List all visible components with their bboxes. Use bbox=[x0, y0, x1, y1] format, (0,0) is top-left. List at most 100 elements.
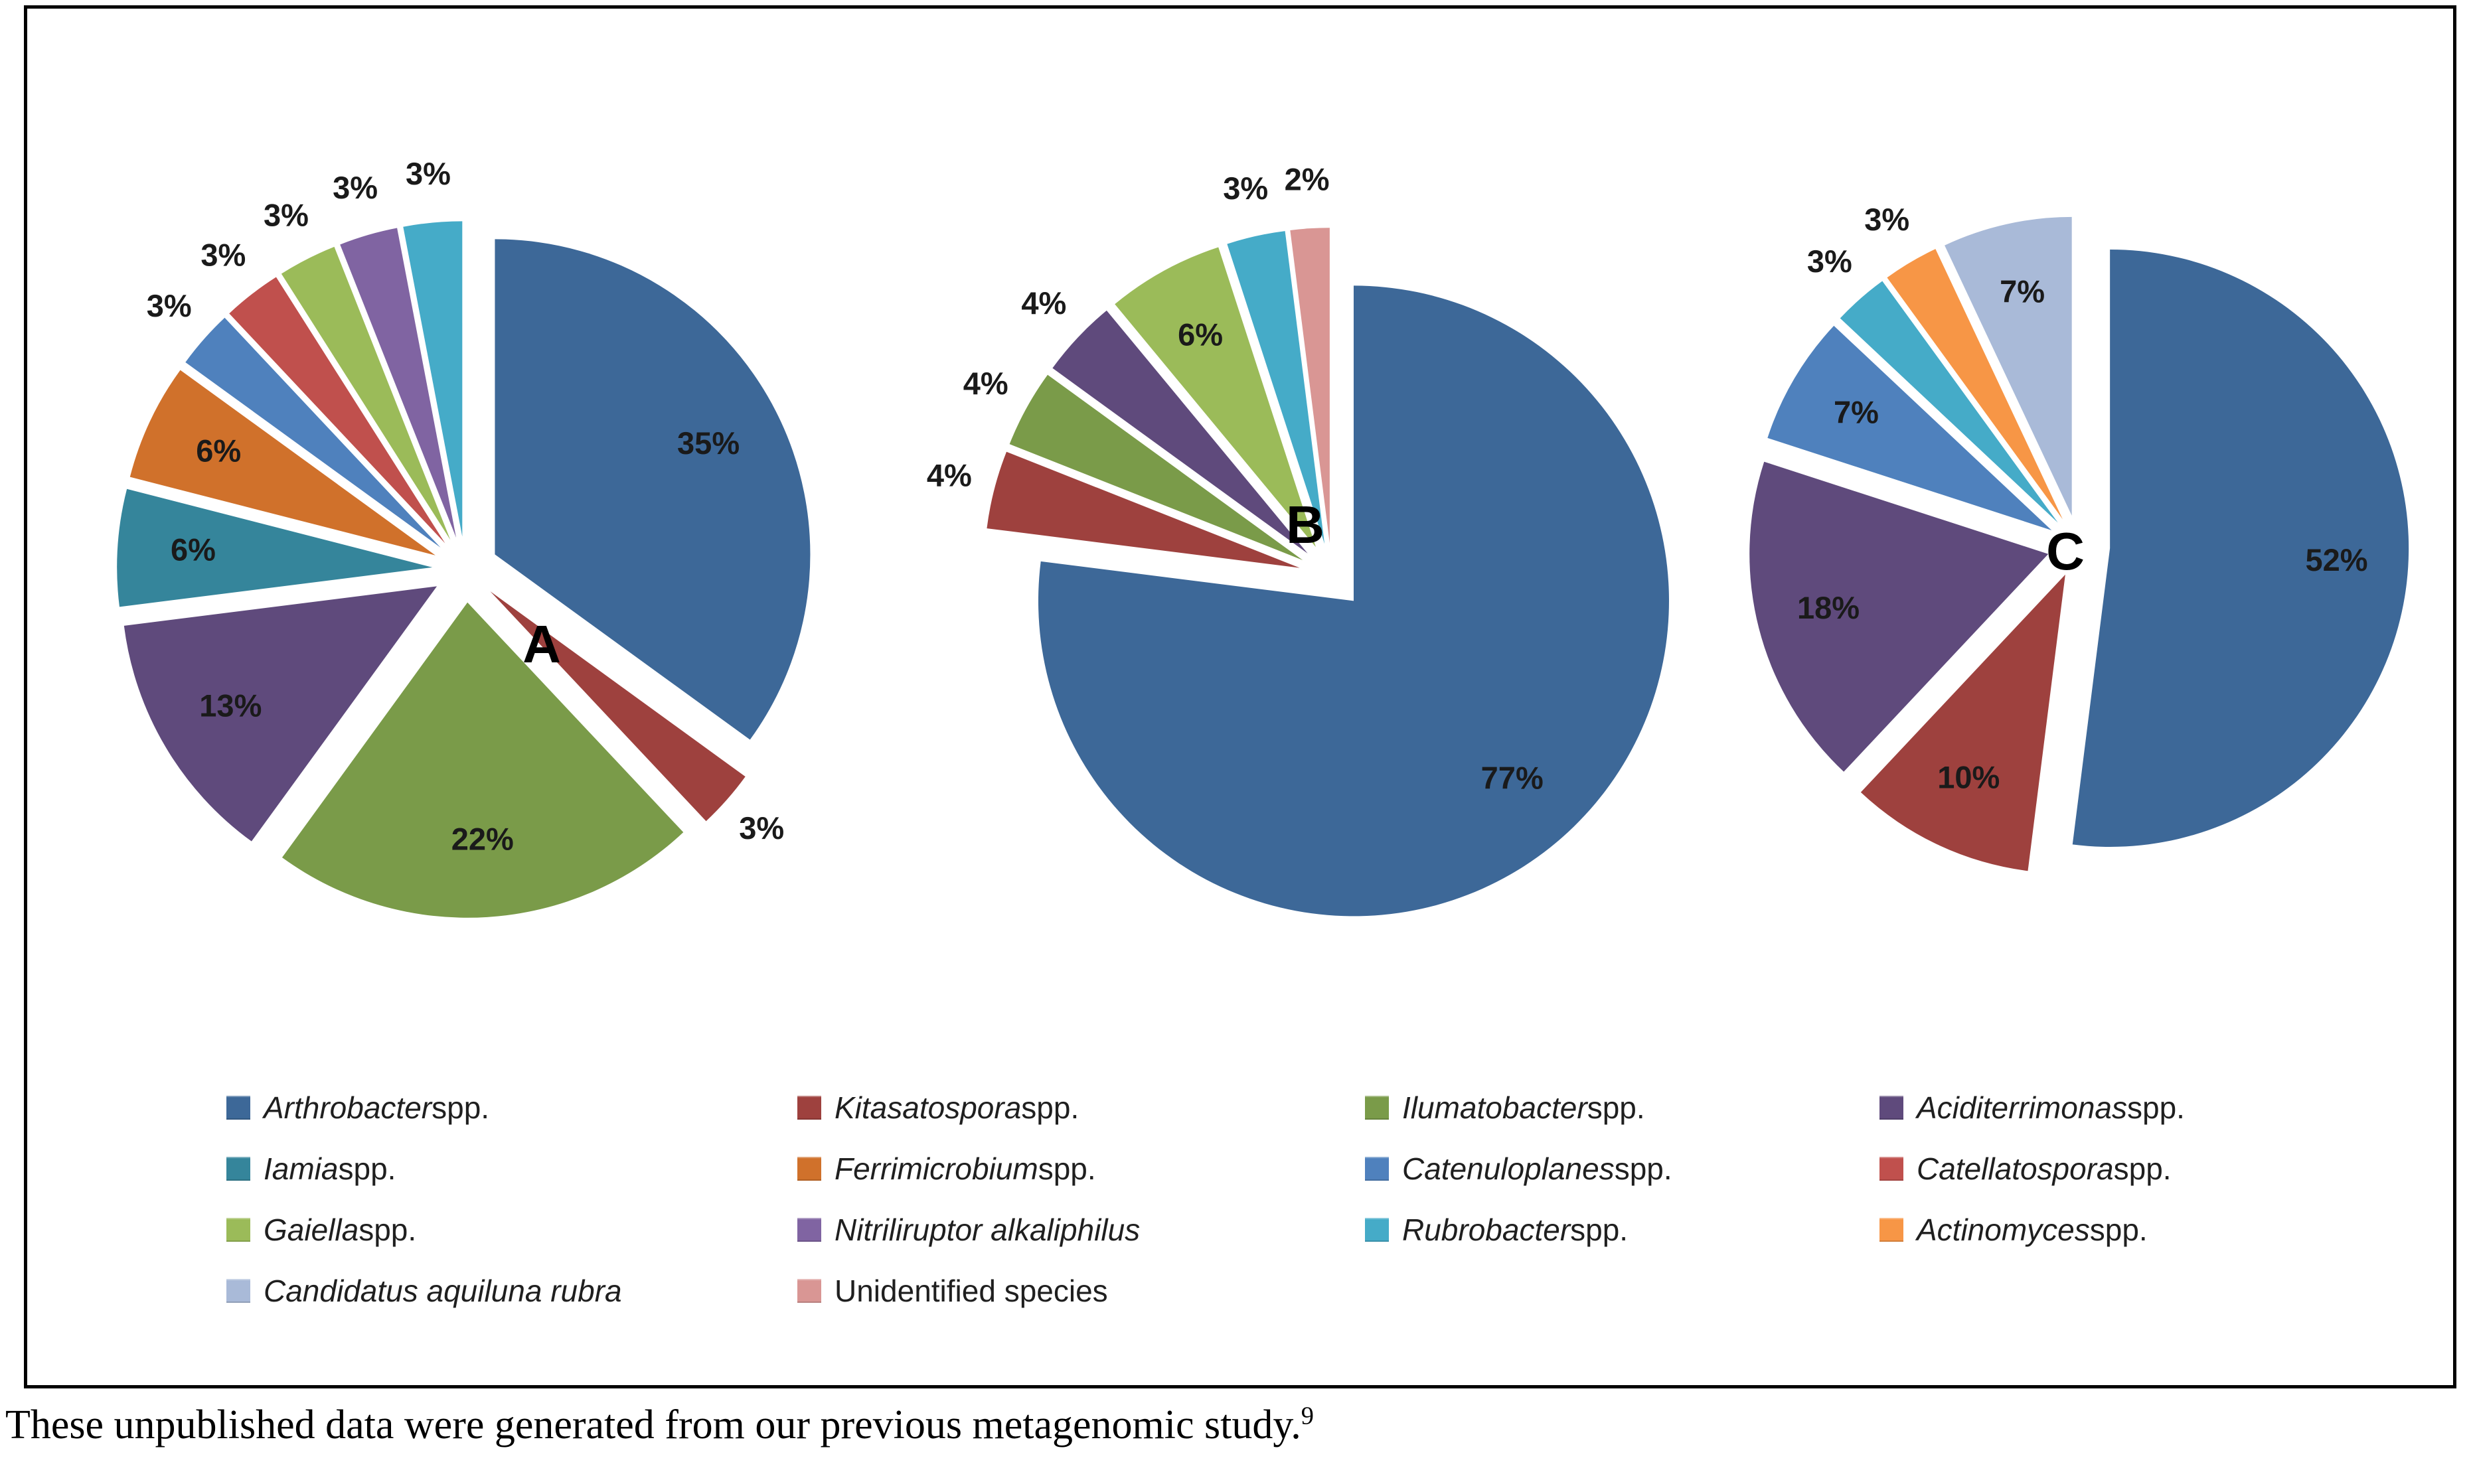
pie-B-slice bbox=[1115, 247, 1316, 548]
pie-B-data-label: 4% bbox=[1021, 285, 1066, 321]
pie-title-C: C bbox=[2046, 522, 2085, 581]
legend-label-rest: spp. bbox=[1587, 1090, 1645, 1125]
legend-label-italic: Ilumatobacter bbox=[1402, 1090, 1587, 1125]
legend-label-rest: Unidentified species bbox=[835, 1274, 1108, 1308]
legend-label-rest: spp. bbox=[359, 1213, 417, 1247]
pie-A-slice bbox=[490, 591, 746, 822]
pie-A-slice bbox=[117, 488, 433, 607]
pie-A-slice bbox=[281, 246, 451, 540]
pie-B-slice bbox=[1227, 231, 1325, 544]
pie-C-data-label: 18% bbox=[1797, 590, 1860, 625]
pie-A-data-label: 3% bbox=[739, 810, 784, 846]
legend-swatch bbox=[226, 1218, 250, 1242]
legend-label-rest: spp. bbox=[1570, 1213, 1629, 1247]
pie-C-slice bbox=[2072, 249, 2409, 847]
legend-swatch bbox=[226, 1096, 250, 1120]
pie-B-data-label: 4% bbox=[927, 457, 972, 492]
pie-A-data-label: 13% bbox=[199, 688, 262, 723]
pie-title-A: A bbox=[522, 615, 561, 674]
legend-label-italic: Nitriliruptor alkaliphilus bbox=[835, 1213, 1141, 1247]
pie-title-B: B bbox=[1286, 495, 1324, 554]
legend-item: Gaiella spp. bbox=[226, 1212, 797, 1248]
legend-swatch bbox=[797, 1218, 821, 1242]
legend-item: Nitriliruptor alkaliphilus bbox=[797, 1212, 1365, 1248]
legend-item: Arthrobacter spp. bbox=[226, 1090, 797, 1126]
pie-C-data-label: 7% bbox=[2000, 274, 2045, 309]
pie-B-slice bbox=[1290, 228, 1330, 544]
legend-label-rest: spp. bbox=[1021, 1090, 1079, 1125]
pie-C-data-label: 3% bbox=[1807, 244, 1852, 279]
legend-label-rest: spp. bbox=[2089, 1213, 2148, 1247]
legend-swatch bbox=[1365, 1218, 1389, 1242]
legend-swatch bbox=[226, 1279, 250, 1303]
legend-label-rest: spp. bbox=[1614, 1151, 1672, 1186]
pie-C-data-label: 3% bbox=[1864, 202, 1909, 237]
legend-swatch bbox=[1365, 1157, 1389, 1181]
legend-swatch bbox=[1365, 1096, 1389, 1120]
legend-swatch bbox=[1879, 1218, 1903, 1242]
pie-A-slice bbox=[340, 228, 457, 538]
pie-C-slice bbox=[1767, 325, 2052, 530]
legend-label-italic: Gaiella bbox=[264, 1213, 359, 1247]
legend-item: Aciditerrimonas spp. bbox=[1879, 1090, 2453, 1126]
legend-item: Catenuloplanes spp. bbox=[1365, 1151, 1879, 1187]
pie-C-data-label: 52% bbox=[2305, 542, 2367, 577]
pie-C-data-label: 10% bbox=[1937, 760, 2000, 795]
legend-label-rest: spp. bbox=[1038, 1151, 1096, 1186]
pie-A-data-label: 3% bbox=[406, 156, 451, 191]
legend-label-italic: Arthrobacter bbox=[264, 1090, 432, 1125]
legend-swatch bbox=[797, 1096, 821, 1120]
legend-label-italic: Aciditerrimonas bbox=[1917, 1090, 2127, 1125]
pie-charts-canvas: 35%3%22%13%6%6%3%3%3%3% 3%A77%4%4%4%6%3% 2… bbox=[117, 156, 2409, 918]
legend-swatch bbox=[797, 1279, 821, 1303]
pie-B-slice bbox=[1052, 310, 1308, 554]
pie-C-slice bbox=[1945, 216, 2072, 516]
legend-label-italic: Ferrimicrobium bbox=[835, 1151, 1038, 1186]
pie-B-data-label: 4% bbox=[963, 366, 1008, 401]
pie-A-data-label: 3% bbox=[333, 170, 378, 205]
legend-item: Catellatospora spp. bbox=[1879, 1151, 2453, 1187]
pie-C-slice bbox=[1840, 281, 2058, 523]
legend-item: Iamia spp. bbox=[226, 1151, 797, 1187]
legend-label-italic: Actinomyces bbox=[1917, 1213, 2090, 1247]
pie-A-slice bbox=[403, 221, 463, 537]
pie-A-data-label: 35% bbox=[677, 425, 740, 461]
pie-B-slice bbox=[987, 451, 1300, 568]
legend-swatch bbox=[1879, 1157, 1903, 1181]
legend-label-italic: Iamia bbox=[264, 1151, 339, 1186]
pie-A-slice bbox=[495, 239, 811, 740]
pie-A-data-label: 6% bbox=[196, 433, 241, 468]
legend-swatch bbox=[226, 1157, 250, 1181]
legend-item: Rubrobacter spp. bbox=[1365, 1212, 1879, 1248]
pie-A-data-label: 3% bbox=[147, 288, 192, 323]
legend-label-italic: Kitasatospora bbox=[835, 1090, 1022, 1125]
pie-B-data-label: 2% bbox=[1285, 162, 1330, 197]
legend-item: Ilumatobacter spp. bbox=[1365, 1090, 1879, 1126]
pie-A-slice bbox=[129, 370, 436, 556]
caption-text: These unpublished data were generated fr… bbox=[5, 1402, 1301, 1447]
legend-label-rest: spp. bbox=[432, 1090, 490, 1125]
legend-label-rest: spp. bbox=[338, 1151, 396, 1186]
legend-item: Actinomyces spp. bbox=[1879, 1212, 2453, 1248]
figure-panel: 35% 3% 22% 13% 6% 6% 3% 3% 3% 3% 3% A 77% 4% 4% 4% 6% 3% 2… bbox=[24, 5, 2456, 1388]
legend-label-italic: Candidatus aquiluna rubra bbox=[264, 1274, 622, 1308]
pie-A-slice bbox=[185, 317, 441, 548]
pie-B-data-label: 77% bbox=[1481, 761, 1544, 796]
figure-caption: These unpublished data were generated fr… bbox=[5, 1402, 1314, 1449]
pie-A-data-label: 3% bbox=[200, 237, 246, 272]
legend: Arthrobacter spp. Kitasatospora spp. Iluma… bbox=[27, 1077, 2453, 1321]
legend-item: Candidatus aquiluna rubra bbox=[226, 1273, 797, 1309]
pie-C-slice bbox=[1887, 249, 2063, 520]
legend-label-italic: Catellatospora bbox=[1917, 1151, 2114, 1186]
pie-B-data-label: 3% bbox=[1223, 171, 1268, 206]
pie-B-slice bbox=[1009, 374, 1303, 560]
legend-label-rest: spp. bbox=[2113, 1151, 2172, 1186]
legend-item: Kitasatospora spp. bbox=[797, 1090, 1365, 1126]
legend-swatch bbox=[1879, 1096, 1903, 1120]
pie-B-slice bbox=[1038, 285, 1669, 917]
legend-label-italic: Catenuloplanes bbox=[1402, 1151, 1615, 1186]
legend-label-italic: Rubrobacter bbox=[1402, 1213, 1571, 1247]
legend-item: Ferrimicrobium spp. bbox=[797, 1151, 1365, 1187]
pie-B-data-label: 6% bbox=[1178, 317, 1223, 352]
pie-C-data-label: 7% bbox=[1834, 394, 1879, 429]
